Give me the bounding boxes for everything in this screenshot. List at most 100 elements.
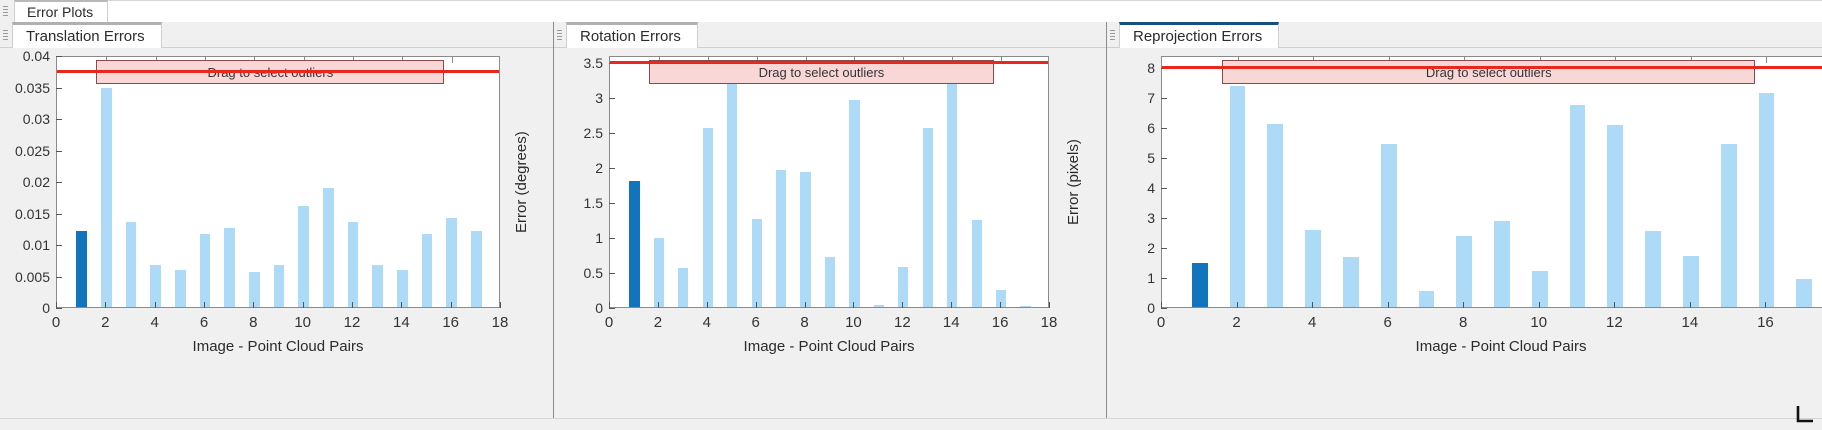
- bar[interactable]: [1267, 124, 1284, 307]
- grip-icon[interactable]: [3, 4, 8, 18]
- bar[interactable]: [150, 265, 161, 307]
- threshold-line[interactable]: [610, 60, 1048, 64]
- bar[interactable]: [101, 88, 112, 307]
- bar[interactable]: [224, 227, 235, 307]
- bar[interactable]: [175, 270, 186, 307]
- document-tab-error-plots[interactable]: Error Plots: [14, 0, 109, 22]
- bar[interactable]: [1229, 85, 1246, 307]
- x-tick-mark: [105, 302, 107, 308]
- y-tick-mark: [1161, 218, 1167, 219]
- y-tick-mark: [56, 213, 62, 215]
- bar[interactable]: [1720, 144, 1737, 307]
- bottom-strip: [0, 418, 1822, 430]
- bar[interactable]: [873, 304, 885, 307]
- grip-icon[interactable]: [1110, 28, 1115, 42]
- y-tick-mark: [609, 273, 615, 274]
- bar[interactable]: [1494, 221, 1510, 307]
- x-tick-label: 16: [442, 314, 459, 331]
- bar[interactable]: [471, 231, 482, 307]
- plot-area-1[interactable]: Drag to select outliers: [56, 56, 500, 308]
- bar[interactable]: [824, 257, 836, 307]
- bar[interactable]: [775, 169, 787, 307]
- bar[interactable]: [125, 221, 137, 307]
- x-tick-mark: [154, 302, 156, 308]
- bar[interactable]: [1380, 143, 1397, 307]
- threshold-line[interactable]: [57, 69, 499, 73]
- resize-handle-icon[interactable]: [1792, 402, 1818, 428]
- bar[interactable]: [76, 231, 87, 307]
- bar[interactable]: [1456, 235, 1473, 307]
- bar[interactable]: [323, 187, 334, 307]
- bar[interactable]: [751, 218, 762, 307]
- bar[interactable]: [678, 267, 689, 307]
- bar[interactable]: [1418, 290, 1435, 307]
- bar[interactable]: [273, 264, 285, 307]
- bar[interactable]: [653, 238, 665, 307]
- bar[interactable]: [727, 80, 738, 307]
- bar[interactable]: [372, 265, 383, 307]
- document-tabstrip: Error Plots: [0, 0, 1822, 22]
- bar[interactable]: [199, 233, 211, 307]
- bar[interactable]: [421, 233, 433, 307]
- plot-area-3[interactable]: Drag to select outliers: [1161, 56, 1822, 308]
- bar[interactable]: [629, 181, 640, 307]
- panel-divider-2[interactable]: [1106, 22, 1107, 430]
- bar[interactable]: [446, 218, 457, 307]
- bar[interactable]: [995, 289, 1007, 307]
- bar[interactable]: [922, 127, 933, 307]
- x-tick-mark: [609, 302, 610, 308]
- x-tick-label: 18: [491, 314, 509, 331]
- bar[interactable]: [1758, 93, 1775, 307]
- y-tick-label: 0.025: [14, 142, 50, 159]
- y-tick-mark: [1161, 308, 1167, 309]
- bar[interactable]: [898, 267, 909, 307]
- plot-area-2[interactable]: Drag to select outliers: [609, 56, 1049, 308]
- bar[interactable]: [347, 221, 359, 307]
- y-tick-label: 2.5: [583, 125, 603, 141]
- bar[interactable]: [1645, 230, 1662, 307]
- bar[interactable]: [1682, 256, 1699, 307]
- bar[interactable]: [800, 171, 811, 307]
- x-tick-mark: [706, 302, 708, 308]
- x-tick-mark: [204, 302, 205, 308]
- outlier-selection-band[interactable]: Drag to select outliers: [1222, 60, 1756, 84]
- y-tick-mark: [1161, 98, 1167, 99]
- threshold-line[interactable]: [1162, 66, 1822, 69]
- panel-tabstrip-line: [554, 47, 1106, 48]
- panel-divider-1[interactable]: [553, 22, 554, 430]
- bar[interactable]: [849, 99, 860, 307]
- y-tick-mark: [609, 133, 615, 134]
- grip-icon[interactable]: [3, 28, 8, 42]
- grip-icon[interactable]: [557, 28, 562, 42]
- y-tick-mark: [56, 245, 62, 246]
- panel-tabstrip-line: [0, 47, 553, 48]
- x-tick-label: 6: [199, 314, 209, 331]
- y-tick-mark: [56, 182, 62, 183]
- bar[interactable]: [1607, 124, 1624, 307]
- x-tick-label: 14: [942, 314, 960, 331]
- bar[interactable]: [971, 219, 982, 307]
- bar[interactable]: [702, 127, 713, 307]
- bar[interactable]: [1569, 105, 1586, 307]
- bar[interactable]: [397, 270, 408, 307]
- outlier-selection-band[interactable]: Drag to select outliers: [649, 60, 994, 84]
- bar[interactable]: [1305, 229, 1322, 307]
- y-tick-label: 0.005: [14, 268, 50, 285]
- bar[interactable]: [1191, 262, 1208, 307]
- bar[interactable]: [1342, 256, 1359, 307]
- bar[interactable]: [249, 271, 260, 307]
- bar[interactable]: [1531, 271, 1548, 307]
- bar[interactable]: [298, 205, 309, 307]
- bar[interactable]: [1020, 305, 1031, 307]
- x-tick-label: 6: [751, 314, 760, 331]
- bar[interactable]: [1796, 278, 1813, 307]
- bar[interactable]: [947, 80, 958, 307]
- tab-translation-errors[interactable]: Translation Errors: [12, 22, 162, 48]
- y-tick-label: 1: [1147, 270, 1155, 286]
- x-tick-label: 10: [1530, 314, 1548, 331]
- tab-reprojection-errors[interactable]: Reprojection Errors: [1119, 22, 1280, 48]
- y-tick-label: 0.015: [14, 205, 50, 222]
- x-tick-label: 10: [294, 314, 311, 331]
- x-tick-label: 12: [1605, 314, 1623, 331]
- tab-rotation-errors[interactable]: Rotation Errors: [566, 22, 698, 48]
